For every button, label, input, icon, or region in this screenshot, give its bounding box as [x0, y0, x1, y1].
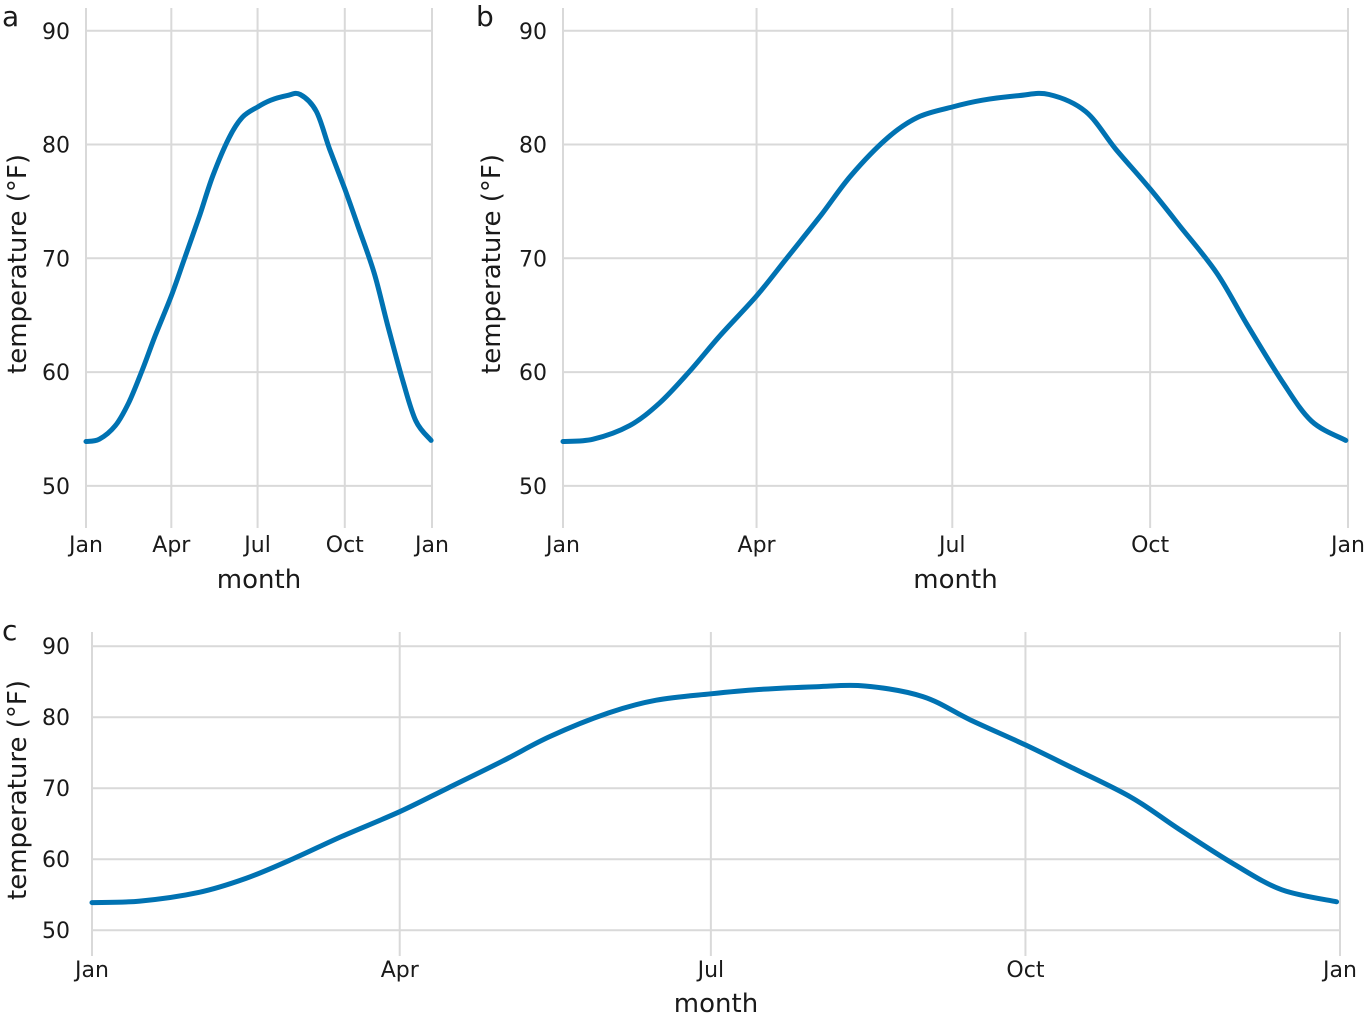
temperature-line — [83, 90, 434, 444]
panel-tag: b — [476, 0, 494, 33]
x-tick-label: Jan — [544, 533, 580, 558]
y-tick-label: 50 — [42, 919, 70, 944]
y-tick-label: 80 — [42, 134, 70, 159]
x-tick-label: Jan — [67, 533, 103, 558]
y-tick-label: 70 — [42, 247, 70, 272]
y-tick-label: 90 — [519, 20, 547, 45]
y-tick-label: 70 — [42, 777, 70, 802]
panel-a: a 50 60 70 80 90 Jan Apr Jul Oct Jan month temperat… — [2, 0, 449, 595]
y-axis-title: temperature (°F) — [477, 154, 507, 374]
x-tick-label: Jan — [1321, 958, 1357, 983]
x-axis-title: month — [913, 565, 997, 595]
x-tick-label: Jul — [696, 958, 725, 983]
y-tick-label: 60 — [42, 361, 70, 386]
y-axis-title: temperature (°F) — [3, 154, 33, 374]
panel-c: c 50 60 70 80 90 Jan Apr Jul Oct Jan month temperat… — [2, 614, 1357, 1019]
y-tick-label: 80 — [42, 706, 70, 731]
y-axis-title: temperature (°F) — [3, 680, 33, 900]
y-tick-label: 50 — [42, 475, 70, 500]
temperature-line — [560, 90, 1349, 444]
x-tick-label: Jan — [1329, 533, 1365, 558]
x-tick-label: Oct — [1131, 533, 1169, 558]
x-tick-label: Oct — [1006, 958, 1044, 983]
y-tick-label: 60 — [519, 361, 547, 386]
panel-tag: c — [2, 614, 17, 647]
x-tick-label: Apr — [152, 533, 191, 558]
y-tick-label: 70 — [519, 247, 547, 272]
y-tick-label: 90 — [42, 635, 70, 660]
y-tick-label: 60 — [42, 848, 70, 873]
x-tick-label: Jan — [413, 533, 449, 558]
x-tick-label: Jul — [242, 533, 271, 558]
x-axis-title: month — [217, 565, 301, 595]
panel-b: b 50 60 70 80 90 Jan Apr Jul Oct Jan month temperat… — [476, 0, 1365, 595]
x-tick-label: Jul — [937, 533, 966, 558]
x-tick-label: Apr — [738, 533, 777, 558]
y-tick-label: 90 — [42, 20, 70, 45]
x-tick-label: Oct — [326, 533, 364, 558]
y-tick-label: 80 — [519, 134, 547, 159]
y-tick-label: 50 — [519, 475, 547, 500]
x-axis-title: month — [674, 989, 758, 1019]
temperature-line — [89, 682, 1340, 906]
panel-tag: a — [2, 0, 19, 33]
x-tick-label: Apr — [381, 958, 420, 983]
x-tick-label: Jan — [73, 958, 109, 983]
